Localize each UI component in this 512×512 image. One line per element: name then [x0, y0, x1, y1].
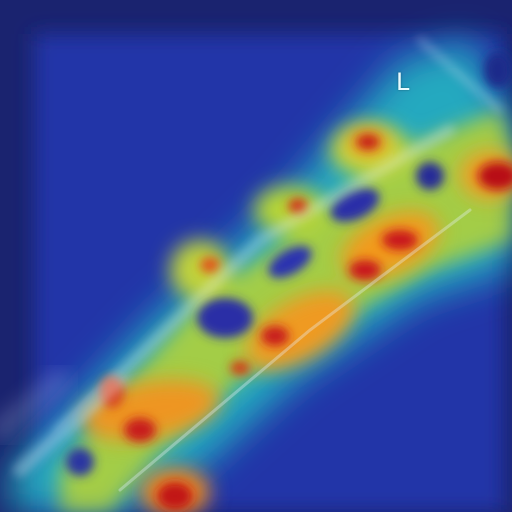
orientation-label: L [396, 68, 410, 96]
overlay-streaks [0, 37, 503, 492]
